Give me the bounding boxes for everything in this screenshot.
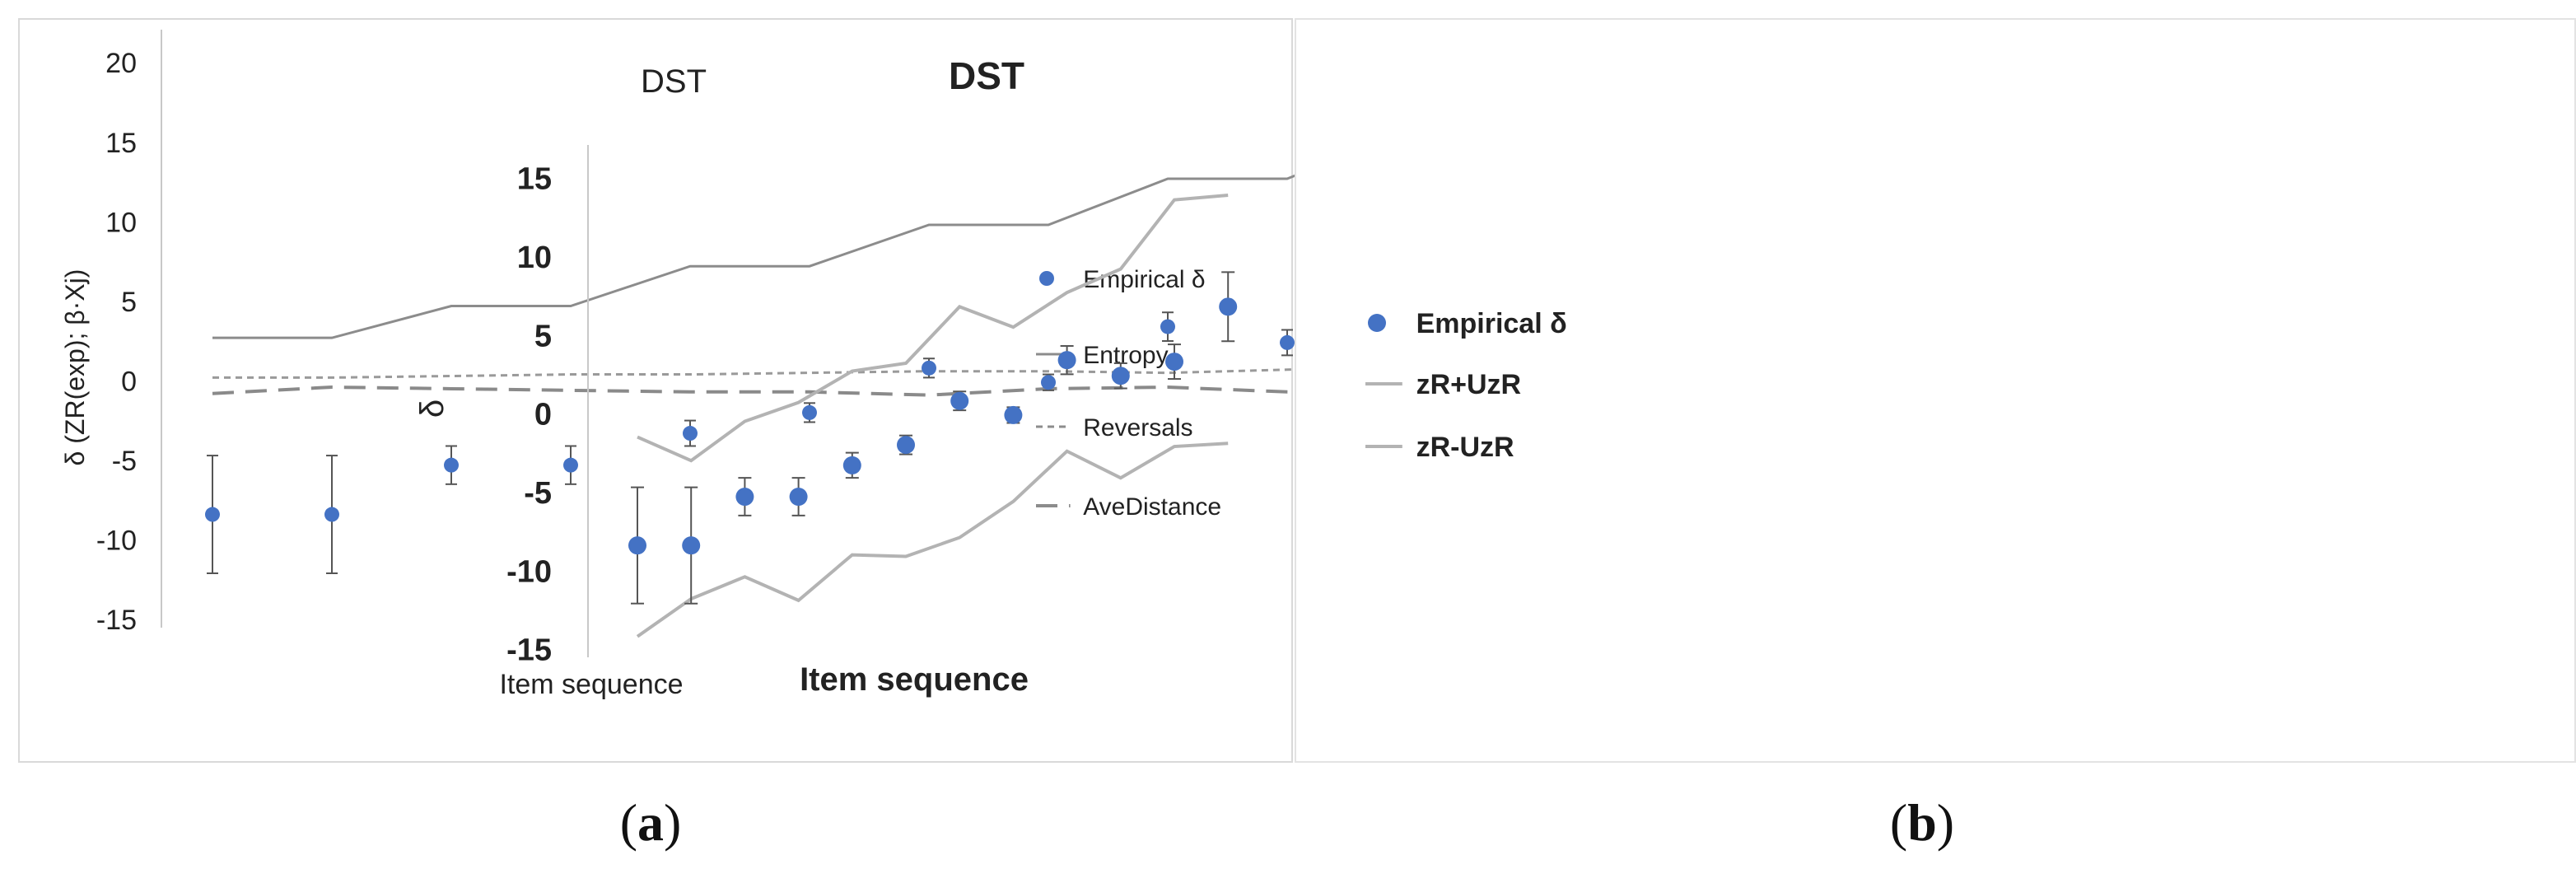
data-point — [563, 457, 578, 473]
data-point — [444, 457, 459, 473]
data-point — [950, 391, 969, 410]
y-tick-label: 5 — [121, 287, 137, 318]
x-axis-label: Item sequence — [499, 669, 683, 700]
data-point — [922, 360, 936, 376]
data-point — [1004, 405, 1023, 424]
subfigure-label-a: (a) — [619, 793, 682, 852]
y-tick-label: -15 — [96, 605, 137, 636]
data-point — [1165, 353, 1183, 371]
y-axis-label: δ — [414, 399, 450, 418]
y-tick-label: 5 — [534, 319, 552, 353]
y-tick-label: 10 — [517, 241, 552, 275]
y-tick-label: -15 — [506, 633, 552, 668]
data-point — [1219, 297, 1238, 316]
data-point — [628, 536, 646, 555]
series-line-zr-uzr — [636, 442, 1229, 638]
y-tick-label: 20 — [105, 48, 137, 79]
legend-label: zR-UzR — [1416, 432, 1514, 463]
legend-label: Reversals — [1083, 414, 1192, 442]
panel-a: DST -15 -10 -5 0 5 10 15 20 δ (ZR(exp); β·Xj) Item… — [18, 18, 1533, 763]
y-tick-label: -10 — [96, 526, 137, 557]
legend-label: Entropy — [1083, 342, 1168, 369]
data-point — [1160, 319, 1175, 334]
y-axis-label: δ (ZR(exp); β·Xj) — [60, 269, 90, 466]
y-tick-label: 15 — [105, 128, 137, 159]
y-tick-label: 10 — [105, 207, 137, 238]
series-line-zr-uzr — [637, 193, 1229, 463]
legend-marker — [1039, 271, 1054, 286]
y-tick-label: -5 — [524, 476, 552, 511]
chart-title: DST — [641, 63, 707, 100]
legend-label: AveDistance — [1083, 493, 1221, 521]
legend-marker — [1368, 314, 1386, 332]
data-point — [683, 426, 698, 442]
data-point — [1057, 351, 1076, 370]
data-point — [789, 488, 808, 507]
data-point — [842, 456, 861, 474]
data-point — [1041, 375, 1056, 390]
data-point — [324, 507, 339, 522]
x-axis-label: Item sequence — [800, 661, 1029, 698]
data-point — [897, 436, 915, 455]
subfigure-label-b: (b) — [1889, 793, 1955, 852]
data-point — [205, 507, 220, 522]
data-point — [1111, 367, 1130, 385]
y-tick-label: -5 — [112, 446, 137, 477]
legend-label: Empirical δ — [1083, 266, 1205, 293]
legend-label: Empirical δ — [1416, 308, 1567, 339]
chart-a: DST -15 -10 -5 0 5 10 15 20 δ (ZR(exp); β·Xj) Item… — [60, 30, 1533, 700]
chart-b: DST -15 -10 -5 0 5 10 15 δ Item sequence Empirical… — [414, 54, 1567, 698]
y-tick-label: -10 — [506, 554, 552, 589]
chart-title: DST — [949, 54, 1024, 97]
data-point — [802, 404, 817, 420]
panel-b: DST -15 -10 -5 0 5 10 15 δ Item sequence Empirical… — [414, 18, 2576, 763]
y-tick-label: 0 — [121, 367, 137, 398]
data-point — [682, 536, 701, 555]
data-point — [1280, 334, 1295, 350]
y-tick-label: 0 — [534, 398, 552, 432]
y-tick-label: 15 — [517, 162, 552, 197]
legend-label: zR+UzR — [1416, 369, 1522, 400]
data-point — [735, 488, 754, 507]
